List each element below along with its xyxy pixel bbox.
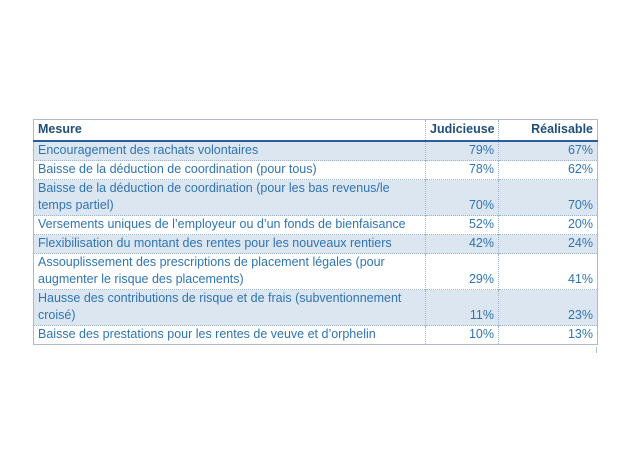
realisable-cell: 70% bbox=[498, 179, 598, 216]
table-row: Assouplissement des prescriptions de pla… bbox=[33, 253, 598, 290]
table-row: Baisse de la déduction de coordination (… bbox=[33, 179, 598, 216]
table-header-row: Mesure Judicieuse Réalisable bbox=[33, 119, 598, 142]
measure-cell: Assouplissement des prescriptions de pla… bbox=[33, 253, 426, 290]
measure-cell: Encouragement des rachats volontaires bbox=[33, 141, 426, 161]
judicieuse-cell: 70% bbox=[425, 179, 499, 216]
table-row: Encouragement des rachats volontaires 79… bbox=[33, 141, 598, 161]
realisable-cell: 62% bbox=[498, 160, 598, 180]
column-header-realisable: Réalisable bbox=[498, 119, 598, 142]
measure-cell: Baisse de la déduction de coordination (… bbox=[33, 160, 426, 180]
judicieuse-cell: 29% bbox=[425, 253, 499, 290]
table-row: Hausse des contributions de risque et de… bbox=[33, 289, 598, 326]
realisable-cell: 67% bbox=[498, 141, 598, 161]
realisable-cell: 20% bbox=[498, 215, 598, 235]
judicieuse-cell: 11% bbox=[425, 289, 499, 326]
column-header-mesure: Mesure bbox=[33, 119, 426, 142]
realisable-cell: 23% bbox=[498, 289, 598, 326]
judicieuse-cell: 52% bbox=[425, 215, 499, 235]
table-row: Versements uniques de l’employeur ou d’u… bbox=[33, 215, 598, 235]
realisable-cell: 24% bbox=[498, 234, 598, 254]
table-row: Baisse des prestations pour les rentes d… bbox=[33, 325, 598, 345]
measure-cell: Baisse des prestations pour les rentes d… bbox=[33, 325, 426, 345]
judicieuse-cell: 10% bbox=[425, 325, 499, 345]
realisable-cell: 13% bbox=[498, 325, 598, 345]
column-header-judicieuse: Judicieuse bbox=[425, 119, 499, 142]
measure-cell: Hausse des contributions de risque et de… bbox=[33, 289, 426, 326]
measure-cell: Versements uniques de l’employeur ou d’u… bbox=[33, 215, 426, 235]
measure-cell: Baisse de la déduction de coordination (… bbox=[33, 179, 426, 216]
judicieuse-cell: 42% bbox=[425, 234, 499, 254]
table-row: Flexibilisation du montant des rentes po… bbox=[33, 234, 598, 254]
measures-table-container: Mesure Judicieuse Réalisable Encourageme… bbox=[33, 119, 598, 353]
measures-table: Mesure Judicieuse Réalisable Encourageme… bbox=[33, 119, 598, 345]
realisable-cell: 41% bbox=[498, 253, 598, 290]
measure-cell: Flexibilisation du montant des rentes po… bbox=[33, 234, 426, 254]
judicieuse-cell: 79% bbox=[425, 141, 499, 161]
judicieuse-cell: 78% bbox=[425, 160, 499, 180]
table-end-mark bbox=[596, 347, 597, 353]
table-body: Encouragement des rachats volontaires 79… bbox=[33, 141, 598, 345]
table-row: Baisse de la déduction de coordination (… bbox=[33, 160, 598, 180]
